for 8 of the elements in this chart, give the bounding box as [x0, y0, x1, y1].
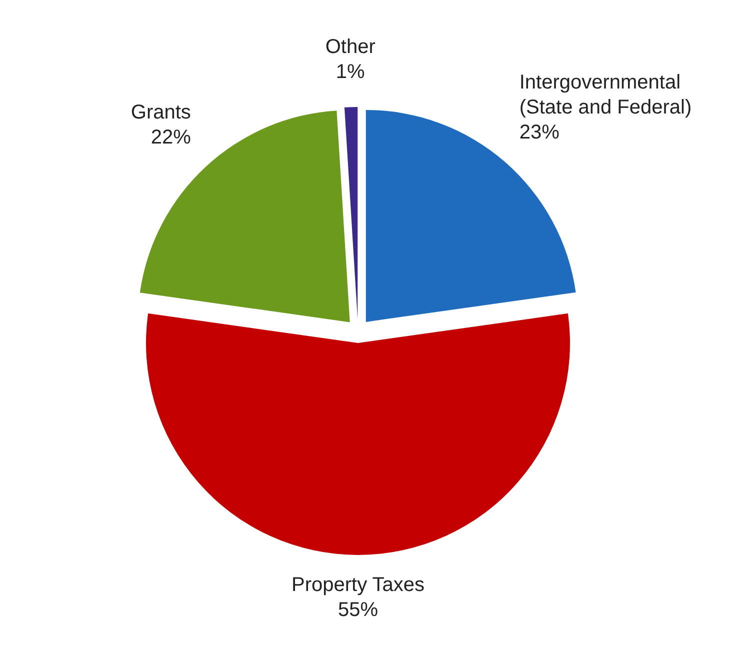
- data-label: 22%: [150, 126, 192, 148]
- data-label: 1%: [336, 61, 366, 84]
- slice-label: Other: [325, 36, 376, 58]
- slice-label: Property Taxes: [291, 574, 425, 596]
- slice-label: Intergovernmental (State and Federal): [519, 71, 692, 118]
- slice-label: Grants: [130, 101, 191, 124]
- data-label: 55%: [338, 599, 378, 621]
- data-label: 23%: [519, 121, 560, 144]
